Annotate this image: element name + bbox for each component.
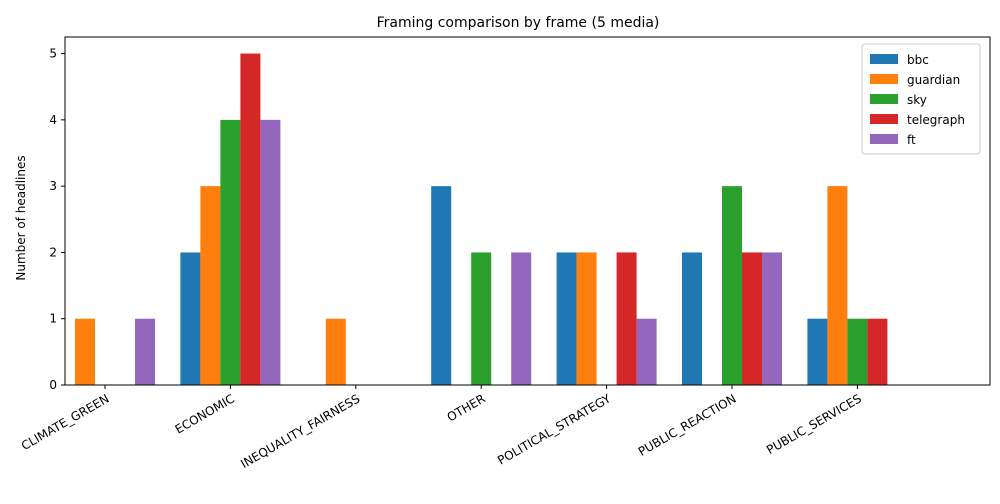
legend-swatch-telegraph [870, 114, 898, 124]
bar-guardian-economic [200, 186, 221, 385]
plot-frame [64, 36, 991, 386]
bar-bbc-public_services [807, 318, 828, 385]
x-tick-label: POLITICAL_STRATEGY [495, 391, 613, 467]
bar-sky-public_reaction [722, 186, 742, 385]
bar-bbc-public_reaction [682, 252, 702, 385]
bar-sky-other [471, 252, 492, 385]
legend: bbc guardian sky telegraph ft [861, 43, 981, 155]
y-tick-label: 1 [49, 312, 57, 326]
bar-ft-other [511, 252, 532, 385]
x-tick-label: PUBLIC_SERVICES [764, 391, 864, 457]
bar-bbc-other [431, 186, 452, 385]
legend-swatch-sky [870, 94, 898, 104]
y-tick-label: 5 [49, 47, 57, 61]
bar-guardian-inequality_fairness [325, 318, 346, 385]
bar-sky-public_services [847, 318, 868, 385]
legend-label-ft: ft [907, 133, 916, 147]
bar-telegraph-public_reaction [742, 252, 762, 385]
x-tick-label: ECONOMIC [173, 391, 237, 436]
y-tick-label: 3 [49, 179, 57, 193]
y-tick-label: 0 [49, 378, 57, 392]
legend-swatch-ft [870, 134, 898, 144]
legend-frame [861, 43, 981, 155]
bar-telegraph-public_services [867, 318, 888, 385]
bar-guardian-climate_green [75, 318, 95, 385]
bars-group [75, 53, 888, 386]
bar-ft-public_reaction [762, 252, 782, 385]
bar-guardian-political_strategy [576, 252, 597, 385]
bar-guardian-public_services [827, 186, 848, 385]
legend-label-bbc: bbc [907, 53, 929, 67]
bar-telegraph-economic [240, 53, 261, 385]
bar-sky-economic [220, 119, 241, 386]
x-tick-label: OTHER [445, 391, 488, 424]
bar-ft-climate_green [135, 318, 155, 385]
bar-ft-political_strategy [636, 318, 657, 385]
bar-bbc-economic [180, 252, 201, 385]
bar-ft-economic [260, 119, 281, 386]
y-tick-label: 2 [49, 245, 57, 259]
legend-label-guardian: guardian [907, 73, 960, 87]
legend-label-telegraph: telegraph [907, 113, 965, 127]
legend-label-sky: sky [907, 93, 927, 107]
bar-telegraph-political_strategy [616, 252, 637, 385]
x-tick-label: CLIMATE_GREEN [19, 391, 112, 453]
legend-swatch-guardian [870, 74, 898, 84]
chart-title: Framing comparison by frame (5 media) [377, 15, 660, 31]
x-tick-label: INEQUALITY_FAIRNESS [238, 391, 362, 471]
x-tick-label: PUBLIC_REACTION [636, 391, 739, 458]
y-tick-label: 4 [49, 113, 57, 127]
bar-bbc-political_strategy [556, 252, 577, 385]
y-axis-label: Number of headlines [14, 155, 28, 280]
legend-swatch-bbc [870, 54, 898, 64]
